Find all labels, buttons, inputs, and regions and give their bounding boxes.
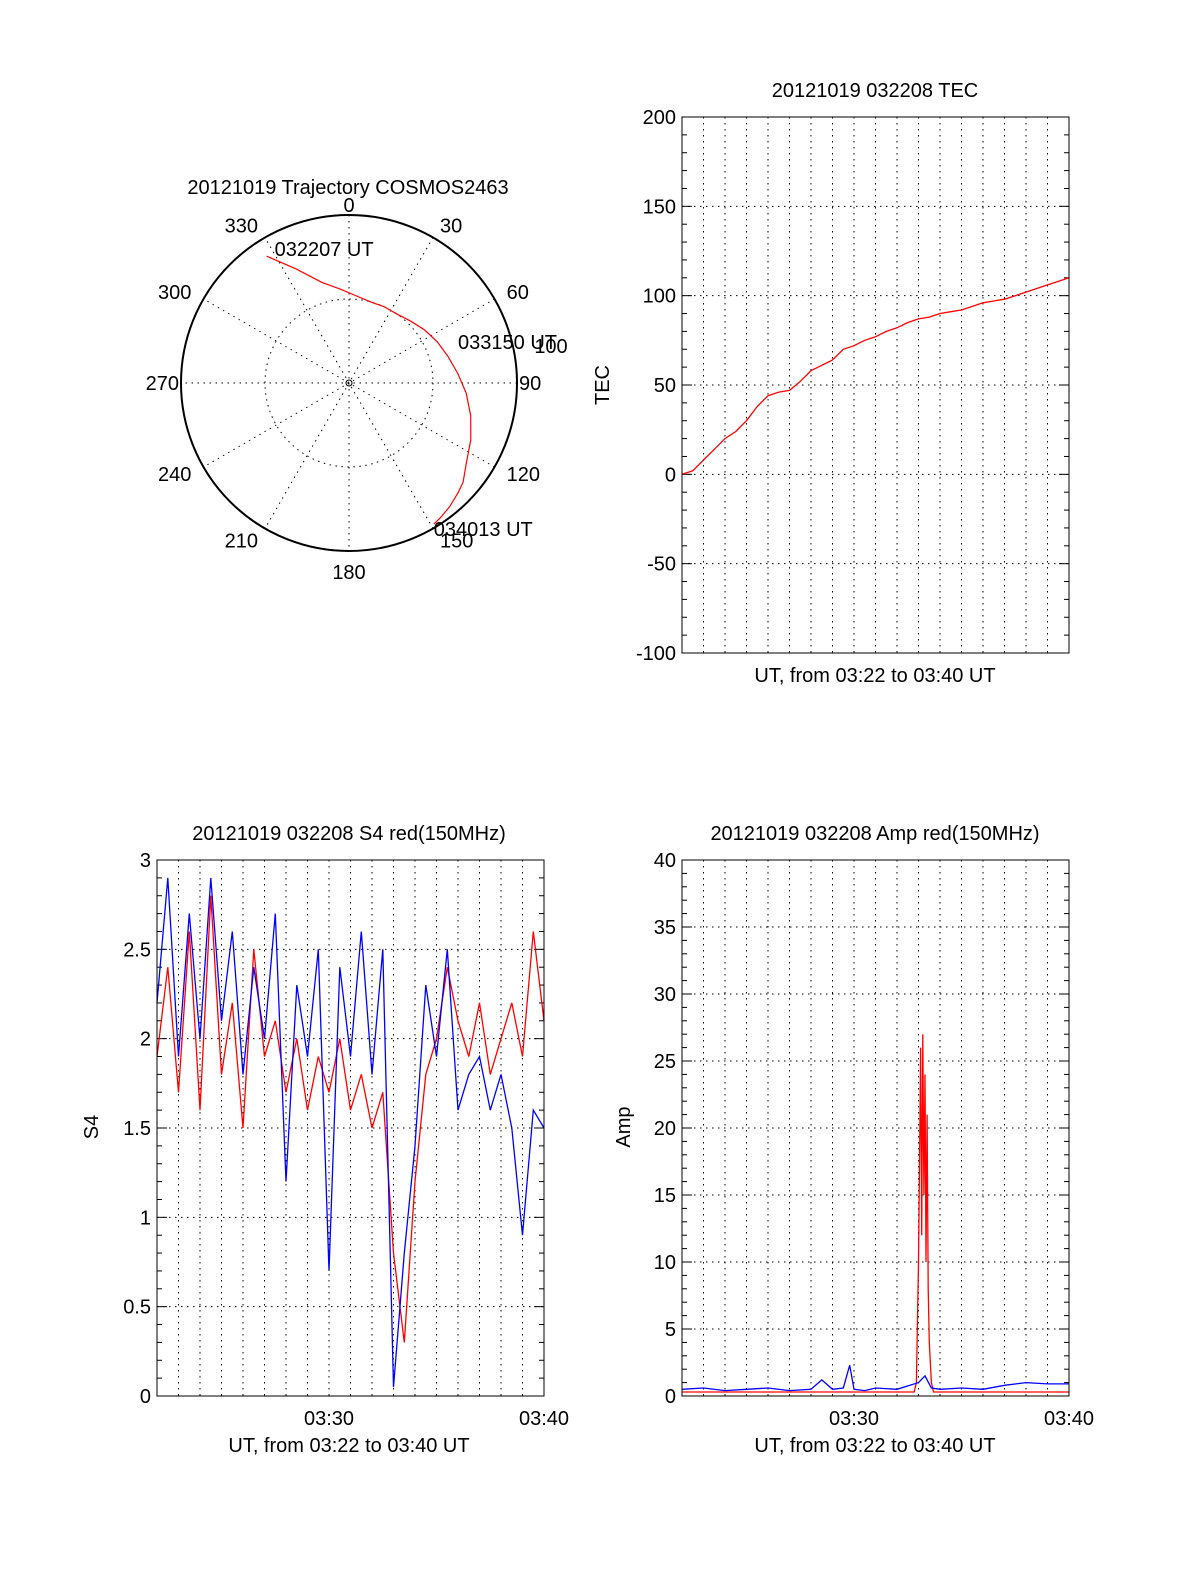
tec-ytick-label-4: 100 <box>643 286 676 308</box>
amp-ytick-label-0: 0 <box>665 1386 676 1408</box>
s4-ytick-label-0: 0 <box>140 1386 151 1408</box>
amp-ytick-label-1: 5 <box>665 1319 676 1341</box>
tec-ytick-label-1: -50 <box>647 554 676 576</box>
amp-ytick-label-4: 20 <box>654 1118 676 1140</box>
s4-xlabel: UT, from 03:22 to 03:40 UT <box>228 1435 469 1457</box>
trajectory-line <box>266 255 472 525</box>
trajectory-annotation-0: 032207 UT <box>275 239 374 261</box>
tec-ytick-label-6: 200 <box>643 107 676 129</box>
s4-chart: 20121019 032208 S4 red(150MHz) UT, from … <box>81 823 569 1457</box>
polar-angle-label-0: 0 <box>343 195 354 217</box>
amp-ytick-label-3: 15 <box>654 1185 676 1207</box>
polar-angle-label-30: 30 <box>440 215 462 237</box>
tec-ytick-label-0: -100 <box>636 643 676 665</box>
amp-series-0 <box>682 1034 1069 1393</box>
s4-series-0 <box>156 895 545 1343</box>
tec-series-0 <box>681 277 1070 475</box>
s4-ytick-label-2: 1 <box>140 1207 151 1229</box>
tec-ytick-label-3: 50 <box>654 375 676 397</box>
amp-ytick-label-2: 10 <box>654 1252 676 1274</box>
polar-radius-label: 100 <box>534 336 567 358</box>
s4-ytick-label-6: 3 <box>140 850 151 872</box>
trajectory-annotation-2: 034013 UT <box>434 519 533 541</box>
amp-title: 20121019 032208 Amp red(150MHz) <box>710 823 1039 845</box>
polar-angle-label-120: 120 <box>507 464 540 486</box>
amp-ylabel: Amp <box>613 1106 635 1147</box>
amp-xtick-label-1: 03:40 <box>1044 1408 1094 1430</box>
amp-xtick-label-0: 03:30 <box>829 1408 879 1430</box>
polar-angle-label-210: 210 <box>225 531 258 553</box>
polar-angle-label-270: 270 <box>146 373 179 395</box>
trajectory-chart: 20121019 Trajectory COSMOS2463 0 30 60 90 12… <box>146 177 568 584</box>
s4-frame <box>156 859 545 1397</box>
s4-ytick-label-3: 1.5 <box>123 1118 151 1140</box>
s4-series-1 <box>156 877 545 1388</box>
amp-ytick-label-6: 30 <box>654 984 676 1006</box>
tec-ytick-label-5: 150 <box>643 196 676 218</box>
amp-chart: 20121019 032208 Amp red(150MHz) UT, from… <box>613 823 1094 1457</box>
amp-frame <box>681 859 1070 1397</box>
polar-center <box>345 379 353 387</box>
polar-spoke-150 <box>264 237 434 529</box>
s4-xtick-label-0: 03:30 <box>304 1408 354 1430</box>
trajectory-annotation-1: 033150 UT <box>458 332 557 354</box>
polar-angle-label-90: 90 <box>519 373 541 395</box>
s4-ytick-label-1: 0.5 <box>123 1297 151 1319</box>
tec-ylabel: TEC <box>592 365 614 405</box>
s4-xtick-label-1: 03:40 <box>519 1408 569 1430</box>
s4-ytick-label-4: 2 <box>140 1029 151 1051</box>
tec-title: 20121019 032208 TEC <box>772 80 978 102</box>
tec-xlabel: UT, from 03:22 to 03:40 UT <box>754 665 995 687</box>
polar-angle-label-300: 300 <box>158 282 191 304</box>
trajectory-title: 20121019 Trajectory COSMOS2463 <box>187 177 508 199</box>
polar-angle-label-60: 60 <box>507 282 529 304</box>
tec-chart: 20121019 032208 TEC UT, from 03:22 to 03… <box>592 80 1070 687</box>
polar-angle-label-240: 240 <box>158 464 191 486</box>
amp-ytick-label-7: 35 <box>654 917 676 939</box>
tec-ytick-label-2: 0 <box>665 464 676 486</box>
s4-title: 20121019 032208 S4 red(150MHz) <box>192 823 506 845</box>
polar-angle-label-330: 330 <box>225 215 258 237</box>
s4-ytick-label-5: 2.5 <box>123 939 151 961</box>
s4-ylabel: S4 <box>81 1115 103 1139</box>
amp-ytick-label-5: 25 <box>654 1051 676 1073</box>
amp-ytick-label-8: 40 <box>654 850 676 872</box>
tec-frame <box>681 116 1070 654</box>
amp-series-1 <box>681 1365 1069 1392</box>
polar-angle-label-180: 180 <box>332 562 365 584</box>
amp-xlabel: UT, from 03:22 to 03:40 UT <box>754 1435 995 1457</box>
polar-angle-label-150: 150 <box>440 531 473 553</box>
